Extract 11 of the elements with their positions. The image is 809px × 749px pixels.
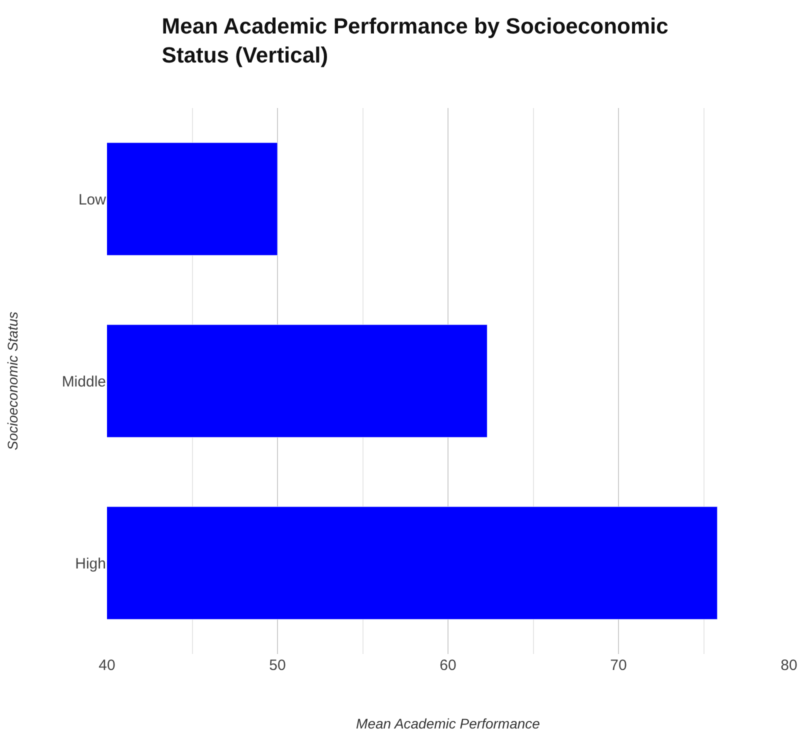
x-tick-label: 70 (610, 657, 627, 674)
y-tick-label: Low (78, 191, 106, 208)
x-tick-label: 80 (780, 657, 798, 674)
x-tick-label: 40 (98, 657, 116, 674)
x-tick-label: 50 (269, 657, 286, 674)
y-tick-label: High (75, 555, 106, 572)
x-tick-label: 60 (440, 657, 456, 674)
x-axis-title: Mean Academic Performance (356, 715, 540, 732)
y-tick-label: Middle (62, 373, 106, 390)
y-axis-title: Socioeconomic Status (4, 312, 20, 450)
chart-title: Mean Academic Performance by Socioeconomic Status (Vertical) (162, 14, 668, 68)
